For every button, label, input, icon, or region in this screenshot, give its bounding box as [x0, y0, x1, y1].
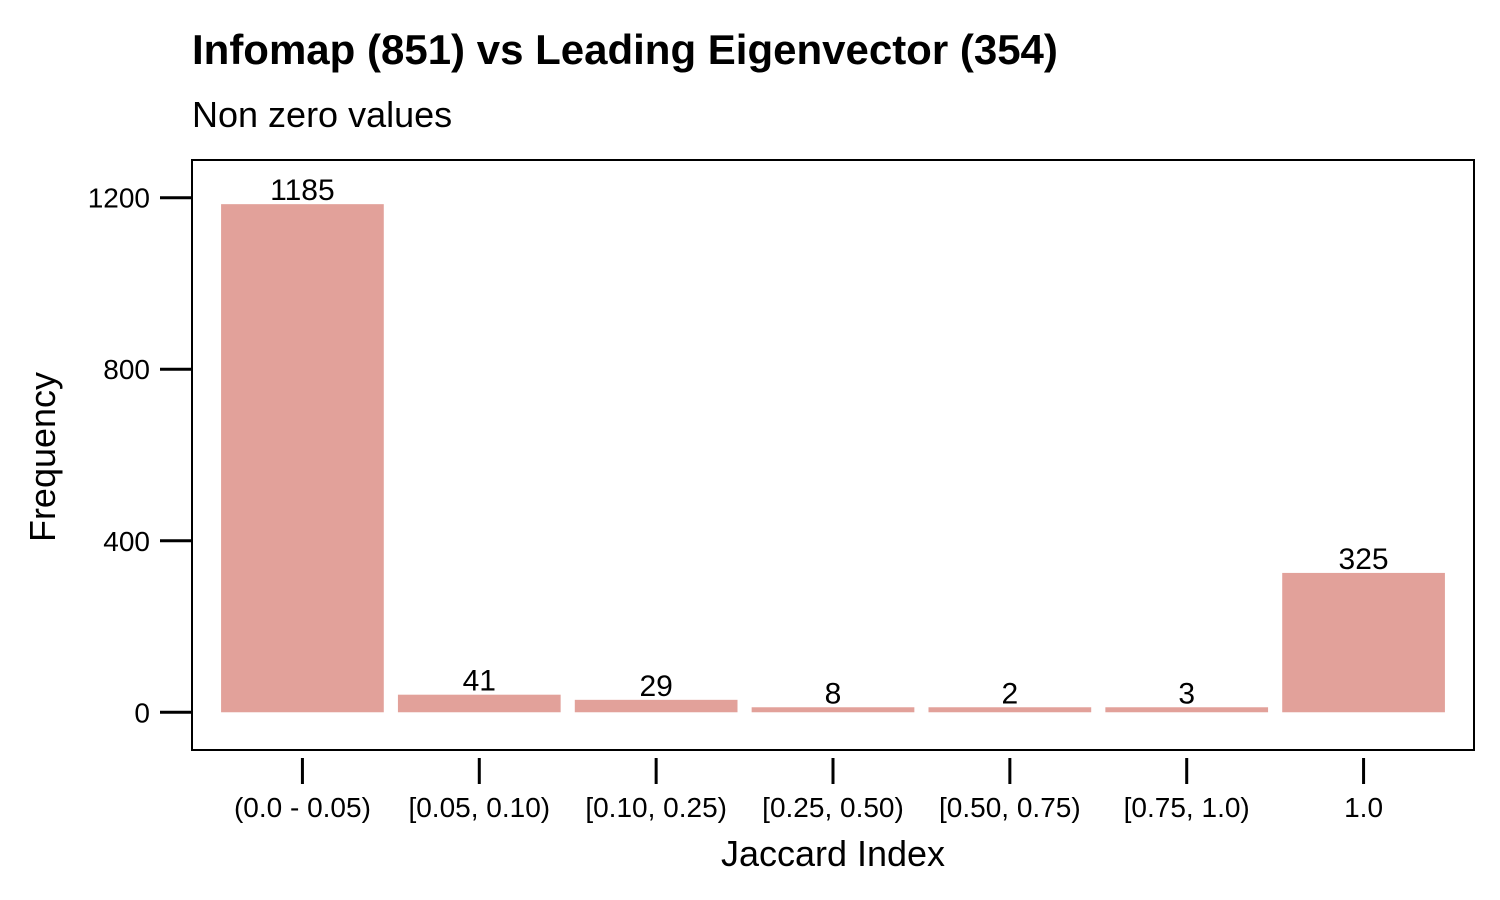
x-tick-label: [0.50, 0.75) — [939, 792, 1081, 823]
bars — [221, 204, 1445, 713]
x-tick-label: 1.0 — [1344, 792, 1383, 823]
bar — [928, 707, 1092, 713]
y-tick-label: 1200 — [88, 183, 150, 214]
plot-frame — [191, 159, 1475, 751]
bar — [397, 694, 561, 713]
y-tick-label: 400 — [103, 526, 150, 557]
y-axis-title: Frequency — [22, 372, 63, 542]
data-label: 8 — [825, 677, 842, 710]
data-labels: 1185 41 29 8 2 3 325 — [270, 174, 1388, 710]
bar — [751, 707, 915, 713]
bar — [1282, 572, 1445, 713]
y-axis: 0 400 800 1200 — [88, 183, 192, 728]
y-tick-label: 0 — [134, 697, 150, 728]
bar — [1105, 707, 1269, 713]
y-tick-label: 800 — [103, 354, 150, 385]
bar — [221, 204, 384, 713]
x-tick-label: [0.05, 0.10) — [408, 792, 550, 823]
x-tick-label: [0.25, 0.50) — [762, 792, 904, 823]
bar — [574, 699, 738, 713]
data-label: 3 — [1178, 677, 1195, 710]
x-tick-label: [0.10, 0.25) — [585, 792, 727, 823]
x-tick-label: [0.75, 1.0) — [1124, 792, 1250, 823]
data-label: 2 — [1002, 677, 1019, 710]
data-label: 1185 — [270, 174, 335, 207]
chart-subtitle: Non zero values — [192, 94, 452, 135]
data-label: 29 — [639, 670, 672, 703]
chart-title: Infomap (851) vs Leading Eigenvector (35… — [192, 26, 1058, 73]
data-label: 41 — [463, 665, 496, 698]
x-axis: (0.0 - 0.05) [0.05, 0.10) [0.10, 0.25) [0.2… — [234, 758, 1383, 823]
data-label: 325 — [1339, 543, 1389, 576]
x-axis-title: Jaccard Index — [721, 833, 945, 874]
x-tick-label: (0.0 - 0.05) — [234, 792, 371, 823]
